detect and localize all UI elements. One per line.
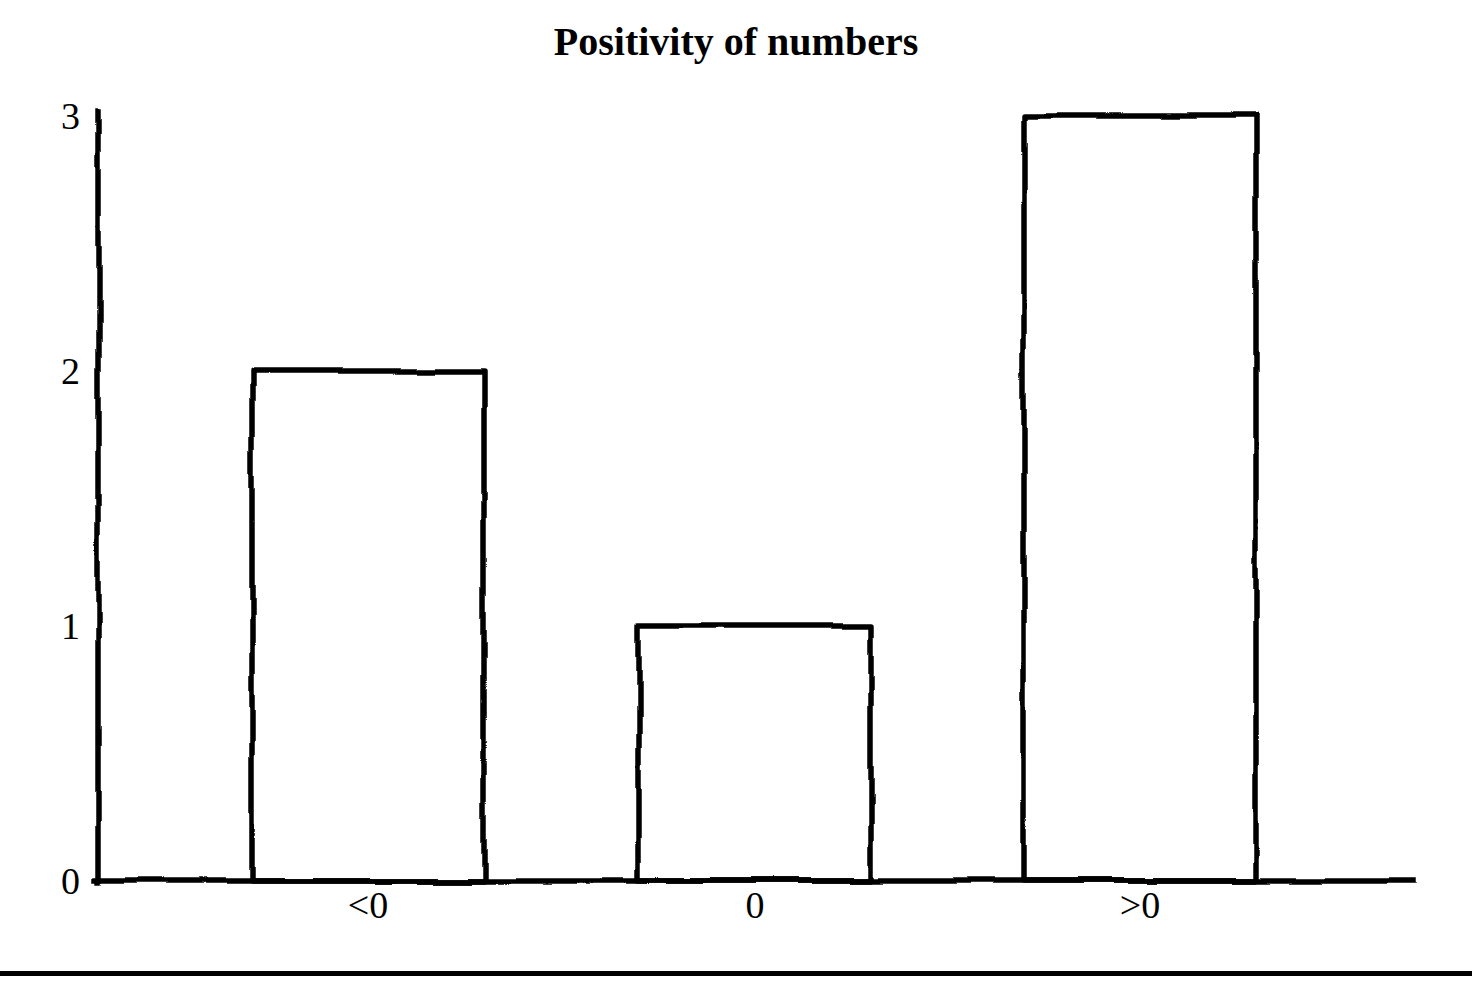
- bottom-rule: [0, 971, 1472, 976]
- bar-<0: [252, 371, 484, 881]
- x-category-label-0: <0: [348, 886, 388, 924]
- x-category-label-1: 0: [746, 886, 765, 924]
- chart-canvas: [0, 0, 1472, 982]
- y-tick-label-0: 0: [0, 862, 80, 900]
- y-tick-label-1: 1: [0, 607, 80, 645]
- x-category-label-2: >0: [1120, 886, 1160, 924]
- bar-0: [639, 626, 871, 881]
- bar->0: [1024, 116, 1256, 881]
- y-tick-label-2: 2: [0, 352, 80, 390]
- bar-chart-figure: Positivity of numbers 0123<00>0: [0, 0, 1472, 982]
- y-tick-label-3: 3: [0, 97, 80, 135]
